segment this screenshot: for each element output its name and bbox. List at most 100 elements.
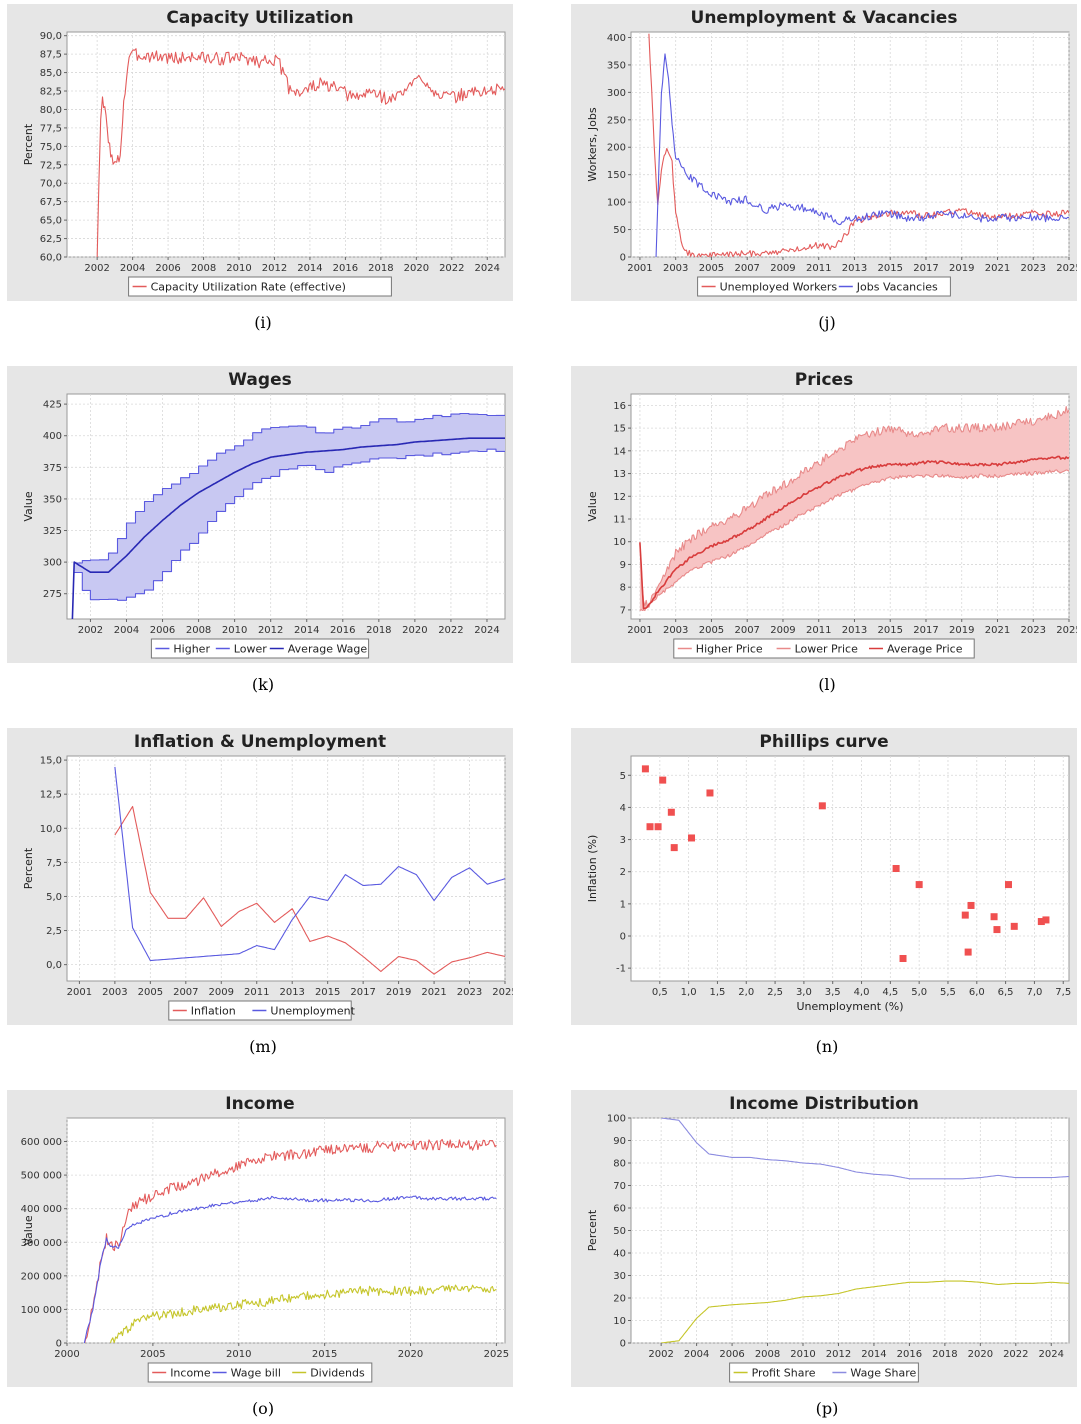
y-tick-label: 400 000 <box>21 1204 62 1215</box>
y-axis-label: Inflation (%) <box>586 835 599 903</box>
x-ticks: 0,5 1,0 1,5 2,0 2,5 3,0 3,5 4,0 4,5 5,0 5,5 6,0 6,5 7… <box>652 981 1071 998</box>
x-tick-label: 5,0 <box>911 987 927 998</box>
x-tick-label: 2021 <box>985 625 1010 636</box>
x-tick-label: 2003 <box>102 987 127 998</box>
y-tick-label: 425 <box>43 400 62 411</box>
x-tick-label: 2017 <box>350 987 375 998</box>
x-tick-label: 2013 <box>842 263 867 274</box>
chart-panel-i: Capacity Utilization 2002 2004 2006 2008 2010… <box>7 4 513 301</box>
x-tick-label: 2006 <box>719 1349 744 1360</box>
x-tick-label: 4,5 <box>882 987 898 998</box>
plot-series <box>96 48 505 257</box>
x-tick-label: 2016 <box>330 625 355 636</box>
x-tick-label: 2020 <box>404 263 429 274</box>
x-tick-label: 2012 <box>258 625 283 636</box>
y-ticks: -1 0 1 2 3 4 5 <box>616 771 631 975</box>
x-tick-label: 6,5 <box>998 987 1014 998</box>
y-axis-label: Value <box>22 491 35 521</box>
y-tick-label: 9 <box>620 560 626 571</box>
x-tick-label: 2024 <box>475 263 500 274</box>
x-tick-label: 2020 <box>398 1349 423 1360</box>
x-tick-label: 2011 <box>806 263 831 274</box>
x-tick-label: 2018 <box>368 263 393 274</box>
y-tick-label: 400 <box>43 431 62 442</box>
x-tick-label: 2011 <box>806 625 831 636</box>
x-tick-label: 2015 <box>877 625 902 636</box>
legend-box <box>128 276 392 297</box>
scatter-point <box>899 955 907 962</box>
x-tick-label: 2010 <box>790 1349 815 1360</box>
y-tick-label: 600 000 <box>21 1137 62 1148</box>
grid <box>66 1118 505 1344</box>
legend-label: Average Wage <box>288 643 368 656</box>
y-tick-label: 14 <box>613 446 626 457</box>
legend: Profit Share Wage Share <box>729 1362 919 1383</box>
y-tick-label: 325 <box>43 526 62 537</box>
x-tick-label: 2022 <box>438 625 463 636</box>
y-tick-label: 11 <box>613 515 626 526</box>
y-tick-label: 300 <box>607 88 626 99</box>
chart-panel-m: Inflation & Unemployment 2001 2003 2005 2007… <box>7 728 513 1025</box>
x-tick-label: 2,5 <box>767 987 783 998</box>
legend-label: Wage bill <box>231 1367 281 1380</box>
y-tick-label: 20 <box>613 1294 626 1305</box>
x-tick-label: 2010 <box>226 1349 251 1360</box>
plot-area <box>66 755 506 982</box>
y-ticks: 0 50 100 150 200 250 300 350 400 <box>607 33 631 264</box>
series-line <box>639 455 1069 610</box>
x-tick-label: 2009 <box>770 625 795 636</box>
grid <box>631 32 1070 258</box>
legend-label: Jobs Vacancies <box>856 281 938 294</box>
y-tick-label: 275 <box>43 589 62 600</box>
x-tick-label: 2014 <box>297 263 322 274</box>
y-axis-label: Percent <box>22 123 35 165</box>
x-tick-label: 2006 <box>155 263 180 274</box>
y-tick-label: 0,0 <box>46 960 62 971</box>
scatter-point <box>961 911 969 919</box>
y-tick-label: 200 <box>607 143 626 154</box>
x-tick-label: 2005 <box>138 987 163 998</box>
grid <box>631 756 1069 981</box>
x-tick-label: 2015 <box>312 1349 337 1360</box>
x-tick-label: 2001 <box>627 625 652 636</box>
legend: Inflation Unemployment <box>168 1000 356 1021</box>
chart-panel-n: Phillips curve 0,5 1,0 1,5 2,0 2,5 3,0 3,5 4,0 4,… <box>571 728 1077 1025</box>
x-tick-label: 2023 <box>1021 263 1046 274</box>
x-tick-label: 6,0 <box>969 987 985 998</box>
legend-label: Lower Price <box>795 643 859 656</box>
legend: Unemployed Workers Jobs Vacancies <box>697 276 951 297</box>
y-tick-label: 1 <box>620 899 626 910</box>
x-tick-label: 2010 <box>226 263 251 274</box>
x-tick-label: 2017 <box>913 263 938 274</box>
band-fill <box>74 413 505 601</box>
y-tick-label: 72,5 <box>40 160 62 171</box>
x-tick-label: 2005 <box>699 625 724 636</box>
x-tick-label: 4,0 <box>854 987 870 998</box>
plot-area <box>66 31 506 258</box>
caption-i: (i) <box>254 313 272 332</box>
chart-title: Inflation & Unemployment <box>134 732 386 752</box>
x-tick-label: 2014 <box>294 625 319 636</box>
y-tick-label: 375 <box>43 463 62 474</box>
legend: Capacity Utilization Rate (effective) <box>128 276 392 297</box>
y-tick-label: 60 <box>613 1204 626 1215</box>
plot-series <box>71 412 505 619</box>
scatter-point <box>688 834 696 842</box>
series-line <box>74 448 505 601</box>
scatter-point <box>654 823 662 831</box>
legend: Income Wage bill Dividends <box>147 1362 373 1383</box>
x-tick-label: 2013 <box>279 987 304 998</box>
y-tick-label: 350 <box>43 494 62 505</box>
legend-label: Capacity Utilization Rate (effective) <box>151 281 346 294</box>
chart-svg-m: Inflation & Unemployment 2001 2003 2005 2007… <box>22 732 513 1021</box>
chart-title: Phillips curve <box>759 732 888 752</box>
series-line <box>96 48 505 257</box>
x-tick-label: 2003 <box>663 625 688 636</box>
scatter-point <box>1042 916 1050 924</box>
x-tick-label: 2005 <box>699 263 724 274</box>
x-tick-label: 2011 <box>244 987 269 998</box>
y-tick-label: 13 <box>613 469 626 480</box>
y-tick-label: 8 <box>620 583 626 594</box>
x-tick-label: 2014 <box>861 1349 886 1360</box>
x-tick-label: 2019 <box>949 625 974 636</box>
